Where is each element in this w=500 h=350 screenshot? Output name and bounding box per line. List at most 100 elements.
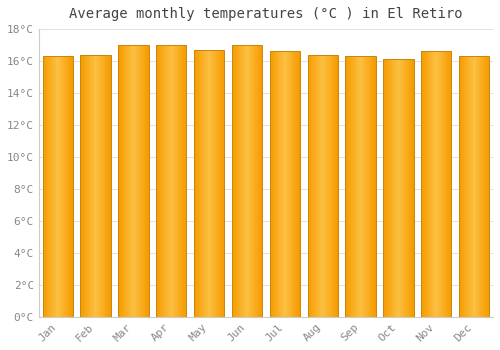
Bar xyxy=(363,56,364,317)
Bar xyxy=(58,56,59,317)
Bar xyxy=(274,51,275,317)
Bar xyxy=(132,45,134,317)
Bar xyxy=(92,55,94,317)
Bar xyxy=(434,51,435,317)
Bar xyxy=(68,56,69,317)
Bar xyxy=(483,56,484,317)
Bar xyxy=(195,50,196,317)
Bar xyxy=(51,56,52,317)
Bar xyxy=(477,56,478,317)
Bar xyxy=(212,50,213,317)
Bar xyxy=(176,45,178,317)
Bar xyxy=(254,45,256,317)
Bar xyxy=(84,55,85,317)
Bar xyxy=(194,50,195,317)
Bar xyxy=(385,60,386,317)
Bar xyxy=(424,51,425,317)
Bar xyxy=(156,45,157,317)
Bar xyxy=(85,55,86,317)
Bar xyxy=(66,56,67,317)
Bar xyxy=(388,60,390,317)
Bar xyxy=(42,56,43,317)
Bar xyxy=(90,55,91,317)
Bar xyxy=(318,55,319,317)
Bar xyxy=(359,56,360,317)
Bar xyxy=(432,51,433,317)
Bar xyxy=(276,51,278,317)
Bar xyxy=(405,60,406,317)
Bar xyxy=(128,45,129,317)
Bar xyxy=(180,45,181,317)
Bar xyxy=(98,55,100,317)
Bar xyxy=(126,45,128,317)
Bar xyxy=(170,45,172,317)
Bar xyxy=(256,45,257,317)
Bar xyxy=(390,60,391,317)
Bar xyxy=(223,50,224,317)
Bar xyxy=(157,45,158,317)
Bar xyxy=(94,55,95,317)
Bar xyxy=(468,56,469,317)
Bar xyxy=(163,45,164,317)
Bar xyxy=(80,55,81,317)
Bar xyxy=(422,51,424,317)
Bar xyxy=(346,56,376,317)
Bar xyxy=(54,56,56,317)
Bar xyxy=(215,50,216,317)
Bar xyxy=(464,56,465,317)
Bar xyxy=(372,56,374,317)
Bar xyxy=(392,60,393,317)
Bar xyxy=(480,56,481,317)
Bar xyxy=(476,56,477,317)
Bar xyxy=(410,60,412,317)
Bar xyxy=(348,56,349,317)
Bar xyxy=(430,51,431,317)
Bar xyxy=(250,45,251,317)
Bar xyxy=(166,45,167,317)
Bar xyxy=(236,45,237,317)
Bar xyxy=(207,50,208,317)
Bar xyxy=(208,50,209,317)
Bar xyxy=(216,50,218,317)
Bar xyxy=(242,45,243,317)
Bar xyxy=(391,60,392,317)
Bar xyxy=(109,55,110,317)
Bar xyxy=(232,45,234,317)
Bar xyxy=(387,60,388,317)
Bar xyxy=(297,51,298,317)
Bar xyxy=(444,51,446,317)
Bar xyxy=(46,56,47,317)
Bar xyxy=(196,50,197,317)
Bar xyxy=(446,51,447,317)
Bar xyxy=(232,45,262,317)
Bar xyxy=(413,60,414,317)
Bar xyxy=(89,55,90,317)
Bar xyxy=(125,45,126,317)
Bar xyxy=(326,55,328,317)
Bar xyxy=(185,45,186,317)
Bar xyxy=(402,60,403,317)
Bar xyxy=(294,51,296,317)
Bar xyxy=(258,45,259,317)
Bar xyxy=(292,51,293,317)
Bar xyxy=(62,56,63,317)
Bar xyxy=(299,51,300,317)
Bar xyxy=(175,45,176,317)
Bar xyxy=(59,56,60,317)
Bar xyxy=(179,45,180,317)
Bar xyxy=(322,55,324,317)
Bar xyxy=(358,56,359,317)
Bar xyxy=(47,56,48,317)
Bar xyxy=(137,45,138,317)
Bar xyxy=(441,51,442,317)
Bar xyxy=(146,45,147,317)
Bar xyxy=(472,56,474,317)
Bar xyxy=(321,55,322,317)
Bar xyxy=(122,45,123,317)
Bar xyxy=(238,45,240,317)
Bar xyxy=(209,50,210,317)
Bar xyxy=(64,56,66,317)
Bar xyxy=(120,45,122,317)
Bar xyxy=(246,45,247,317)
Bar xyxy=(270,51,300,317)
